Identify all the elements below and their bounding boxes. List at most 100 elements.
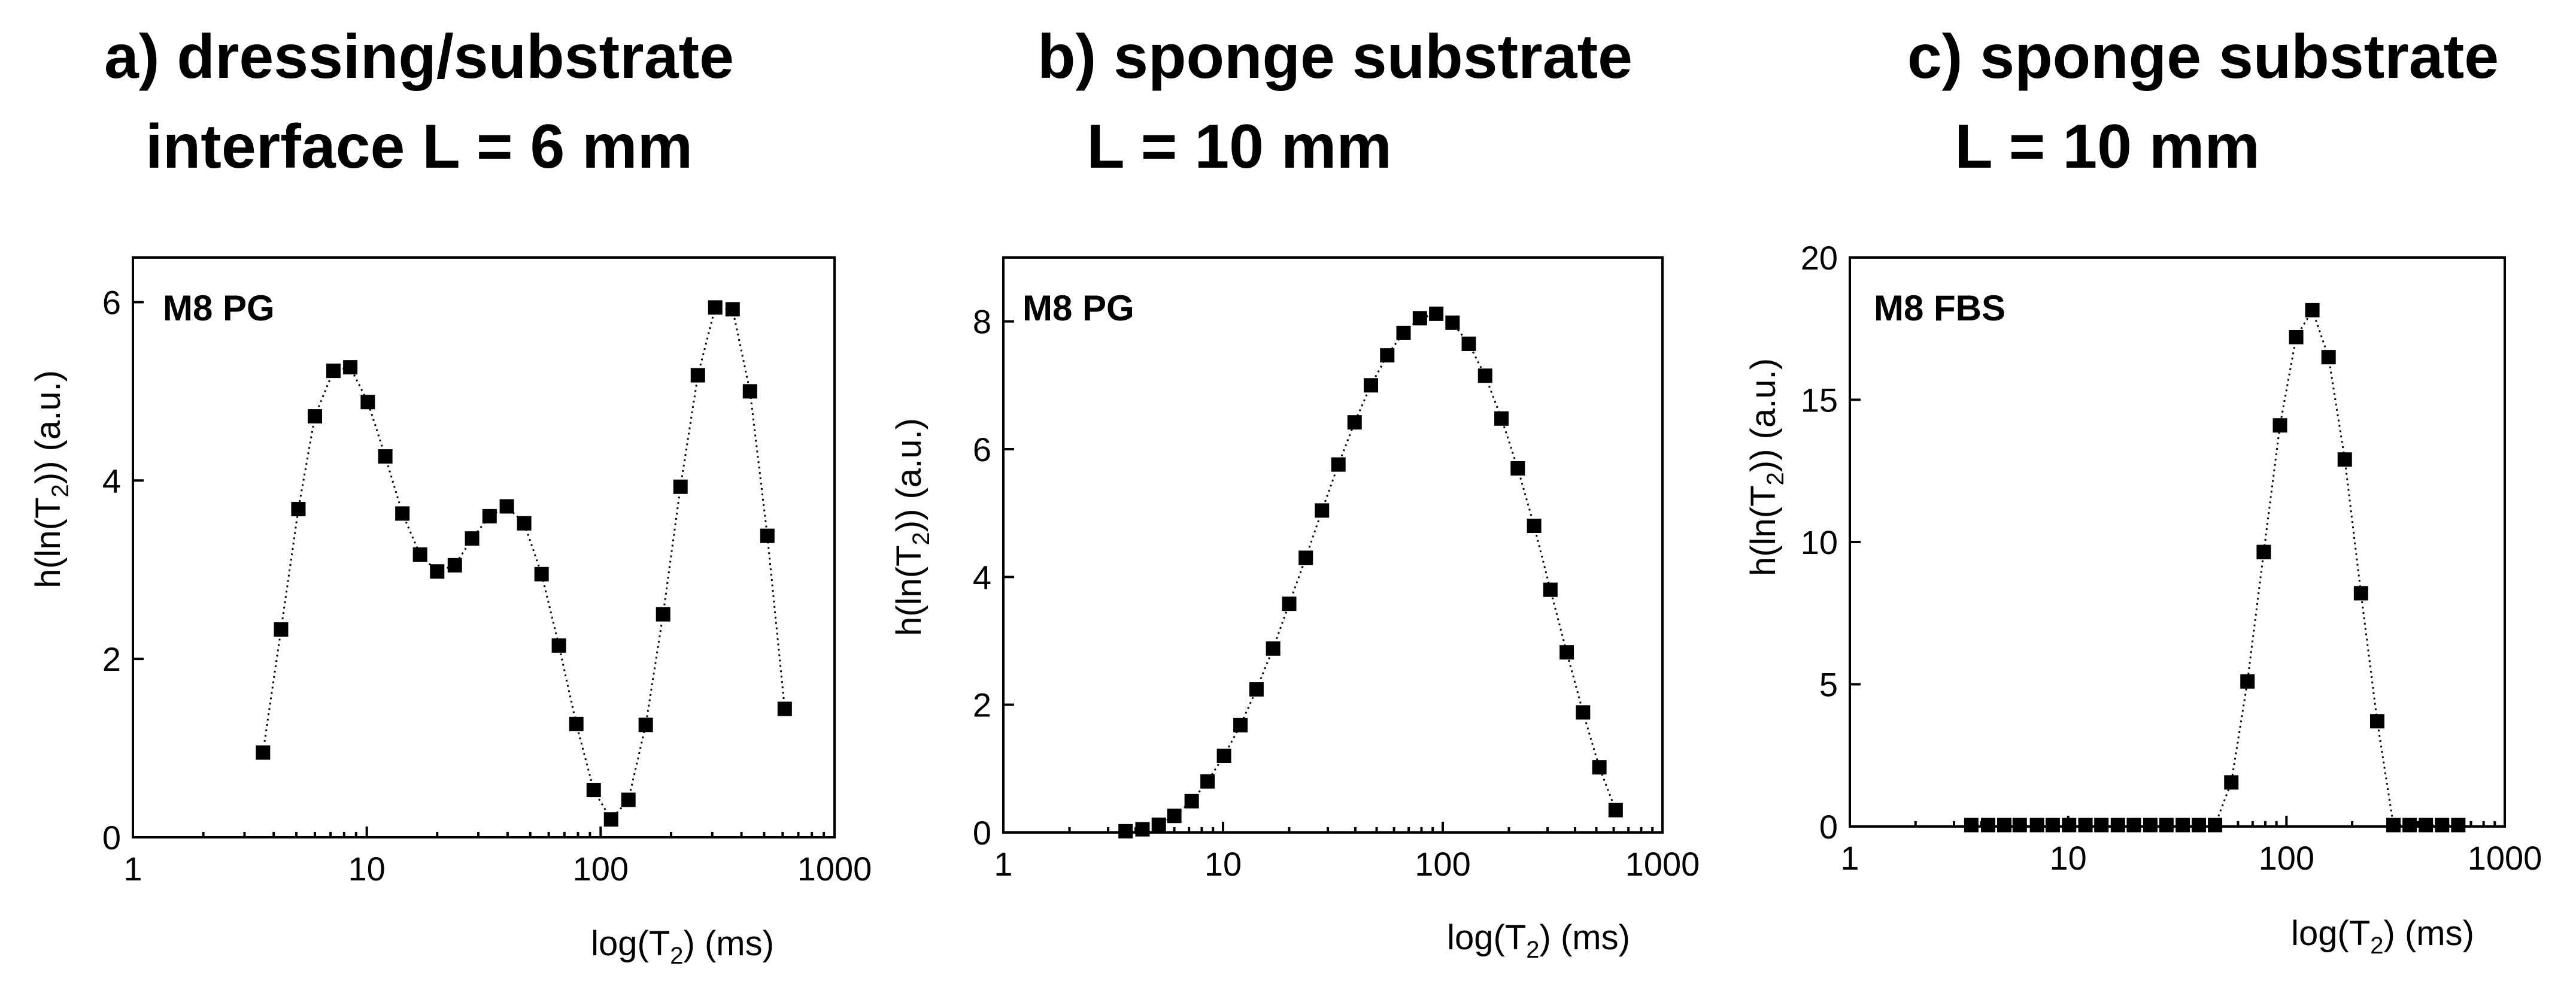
panel-b-x-tick-label-3: 1000 bbox=[1625, 845, 1700, 883]
panel-a-data-point-9 bbox=[412, 547, 427, 562]
panel-a-data-point-28 bbox=[742, 384, 757, 399]
panel-c-data-point-11 bbox=[2143, 818, 2158, 832]
panel-b-y-axis-label: h(ln(T2)) (a.u.) bbox=[890, 418, 934, 636]
panel-c-series-label: M8 FBS bbox=[1874, 288, 2005, 328]
panel-c-data-point-3 bbox=[2012, 818, 2027, 832]
panel-b-title-line-1: b) sponge substrate bbox=[1037, 22, 1633, 92]
panel-a: a) dressing/substrate interface L = 6 mm… bbox=[29, 22, 872, 969]
panel-a-x-tick-label-2: 100 bbox=[573, 850, 629, 888]
panel-c-plot-frame bbox=[1849, 256, 2506, 828]
panel-a-data-point-23 bbox=[656, 607, 670, 622]
panel-c-data-point-9 bbox=[2110, 818, 2125, 832]
panel-a-series-label: M8 PG bbox=[163, 288, 275, 328]
panel-a-data-point-19 bbox=[586, 783, 601, 798]
panel-b-data-point-1 bbox=[1135, 822, 1150, 837]
panel-a-y-tick-label-2: 4 bbox=[102, 462, 121, 499]
panel-a-data-point-11 bbox=[447, 558, 462, 573]
panel-b-data-point-20 bbox=[1445, 315, 1460, 330]
panel-c-data-point-30 bbox=[2451, 818, 2466, 832]
panel-c-data-point-14 bbox=[2192, 818, 2207, 832]
panel-b-x-tick-label-0: 1 bbox=[994, 845, 1012, 883]
panel-a-title-line-1: a) dressing/substrate bbox=[104, 22, 734, 92]
panel-a-data-point-12 bbox=[465, 531, 480, 546]
panel-a-y-tick-label-0: 0 bbox=[102, 819, 121, 856]
panel-b-data-point-19 bbox=[1429, 306, 1444, 321]
panel-b-data-point-26 bbox=[1543, 582, 1558, 597]
panel-a-data-point-1 bbox=[274, 622, 289, 637]
panel-c-y-tick-label-3: 15 bbox=[1801, 382, 1838, 419]
panel-b-series-label: M8 PG bbox=[1022, 288, 1134, 328]
panel-c-data-point-16 bbox=[2224, 775, 2239, 790]
panel-c-data-point-6 bbox=[2062, 818, 2077, 832]
panel-b-x-axis-label: log(T2) (ms) bbox=[1447, 918, 1630, 963]
panel-c-data-point-21 bbox=[2305, 302, 2320, 317]
panel-b-data-point-7 bbox=[1233, 718, 1248, 732]
panel-b-data-point-30 bbox=[1608, 803, 1623, 818]
panel-c-data-point-8 bbox=[2094, 818, 2109, 832]
panel-b-data-point-13 bbox=[1331, 457, 1346, 472]
panel-b-data-point-6 bbox=[1216, 749, 1231, 763]
panel-b-y-tick-label-0: 0 bbox=[973, 814, 991, 852]
panel-a-data-point-13 bbox=[482, 508, 497, 523]
panel-a-data-point-21 bbox=[621, 792, 636, 807]
panel-b-data-point-2 bbox=[1151, 818, 1166, 832]
panel-c-data-point-1 bbox=[1981, 818, 1996, 832]
panel-c-x-tick-label-2: 100 bbox=[2259, 839, 2314, 877]
panel-c-data-point-29 bbox=[2435, 818, 2450, 832]
panel-a-data-point-15 bbox=[517, 516, 532, 531]
panel-b-plot-frame bbox=[1002, 256, 1664, 834]
panel-a-data-point-7 bbox=[378, 449, 393, 464]
panel-b-y-tick-label-4: 8 bbox=[973, 303, 991, 341]
panel-c-data-point-0 bbox=[1964, 818, 1979, 832]
panel-a-data-point-18 bbox=[569, 716, 584, 731]
panel-b-y-tick-label-1: 2 bbox=[973, 686, 991, 724]
panel-a-data-point-24 bbox=[673, 479, 688, 494]
panel-a-data-point-25 bbox=[690, 368, 705, 383]
panel-a-data-point-2 bbox=[291, 501, 306, 516]
panel-c-data-point-23 bbox=[2337, 452, 2352, 467]
panel-a-data-point-20 bbox=[603, 812, 618, 827]
panel-c-data-point-28 bbox=[2419, 818, 2434, 832]
panel-c-data-point-20 bbox=[2289, 330, 2304, 344]
panel-a-x-tick-label-0: 1 bbox=[123, 850, 142, 888]
panel-b-data-point-29 bbox=[1592, 760, 1607, 775]
panel-a-data-point-17 bbox=[551, 638, 566, 653]
panel-b-data-point-0 bbox=[1118, 824, 1133, 838]
panel-b: b) sponge substrate L = 10 mm M8 PG log(… bbox=[890, 22, 1700, 963]
panel-a-data-point-0 bbox=[256, 745, 271, 760]
panel-a-data-point-8 bbox=[395, 506, 410, 521]
panel-c-x-axis-label: log(T2) (ms) bbox=[2291, 914, 2474, 959]
panel-c-y-axis-label: h(ln(T2)) (a.u.) bbox=[1744, 358, 1789, 576]
panel-c-data-point-13 bbox=[2176, 818, 2190, 832]
panel-c-series-line bbox=[1971, 308, 2459, 827]
panel-a-y-axis-label: h(ln(T2)) (a.u.) bbox=[29, 370, 74, 588]
panel-a-y-tick-label-3: 6 bbox=[102, 283, 121, 321]
panel-c-data-point-19 bbox=[2272, 418, 2287, 433]
panel-a-x-tick-label-1: 10 bbox=[348, 850, 386, 888]
panel-b-data-point-24 bbox=[1510, 461, 1525, 476]
panel-c-data-point-7 bbox=[2078, 818, 2093, 832]
panel-b-y-tick-label-2: 4 bbox=[973, 558, 991, 596]
panel-a-y-tick-label-1: 2 bbox=[102, 640, 121, 678]
panel-b-data-point-5 bbox=[1200, 774, 1215, 789]
panel-c-data-point-26 bbox=[2386, 818, 2401, 832]
panel-a-data-point-30 bbox=[777, 701, 792, 716]
panel-b-data-point-23 bbox=[1494, 411, 1509, 426]
panel-b-data-point-8 bbox=[1249, 682, 1264, 697]
panel-c-x-tick-label-3: 1000 bbox=[2468, 839, 2542, 877]
panel-b-data-point-27 bbox=[1559, 645, 1574, 660]
panel-b-data-point-17 bbox=[1396, 325, 1411, 340]
panel-c-data-point-27 bbox=[2402, 818, 2417, 832]
panel-b-data-point-21 bbox=[1461, 337, 1476, 351]
panel-c-y-tick-label-0: 0 bbox=[1819, 808, 1838, 846]
panel-c-data-point-24 bbox=[2353, 586, 2368, 601]
panel-c-data-point-2 bbox=[1997, 818, 2012, 832]
panel-a-data-point-5 bbox=[343, 360, 358, 375]
panel-a-data-point-3 bbox=[307, 409, 322, 424]
panel-a-data-point-26 bbox=[708, 300, 723, 315]
panel-c-data-point-12 bbox=[2159, 818, 2174, 832]
panel-a-data-point-10 bbox=[430, 564, 445, 579]
panel-b-data-point-22 bbox=[1477, 368, 1492, 383]
panel-c: c) sponge substrate L = 10 mm M8 FBS log… bbox=[1744, 22, 2542, 959]
